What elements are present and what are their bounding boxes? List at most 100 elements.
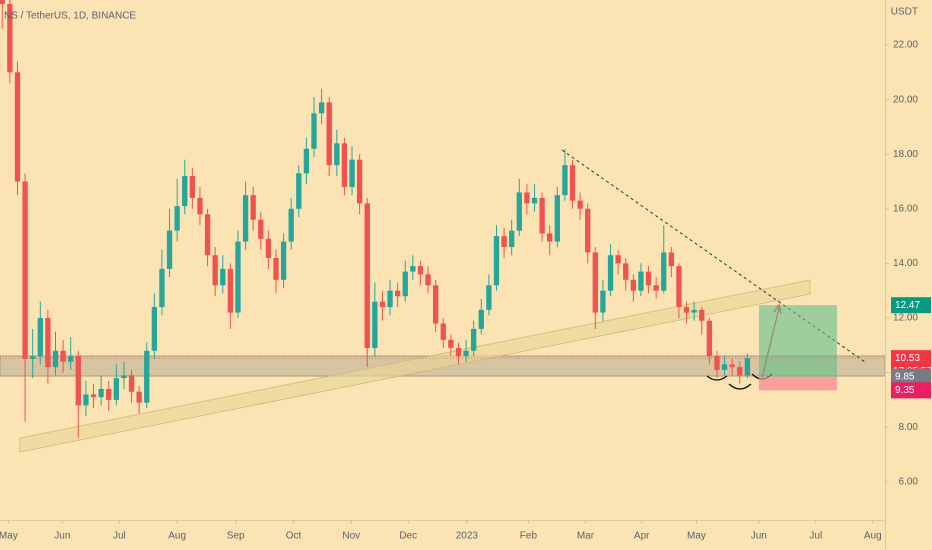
candle-body bbox=[296, 173, 302, 209]
x-tick-label: Aug bbox=[864, 531, 882, 542]
y-tick-label: 22.00 bbox=[893, 40, 918, 51]
candle-body bbox=[220, 268, 226, 286]
entry-label: 9.85 bbox=[895, 371, 915, 382]
candle-body bbox=[516, 192, 522, 231]
candle-body bbox=[273, 257, 279, 280]
candle-body bbox=[22, 181, 28, 359]
candle-body bbox=[387, 290, 393, 308]
pattern-arc bbox=[706, 375, 728, 381]
candle-body bbox=[600, 290, 606, 313]
candle-body bbox=[83, 394, 89, 406]
x-tick-label: May bbox=[0, 531, 18, 542]
candle-body bbox=[136, 391, 142, 403]
candle-body bbox=[75, 356, 81, 406]
candle-body bbox=[630, 279, 636, 291]
candle-body bbox=[645, 271, 652, 286]
candle-body bbox=[197, 197, 203, 215]
x-tick-label: Oct bbox=[286, 531, 302, 542]
candle-body bbox=[615, 255, 621, 264]
y-tick-label: 20.00 bbox=[893, 94, 918, 105]
candle-body bbox=[265, 238, 272, 258]
candle-body bbox=[737, 367, 743, 376]
candle-body bbox=[683, 307, 690, 313]
candle-body bbox=[166, 230, 173, 269]
candle-body bbox=[45, 318, 51, 368]
candle-body bbox=[432, 285, 439, 324]
x-tick-label: Jul bbox=[113, 531, 126, 542]
candle-body bbox=[448, 339, 454, 349]
candle-body bbox=[258, 219, 264, 239]
x-tick-label: May bbox=[687, 531, 706, 542]
candle-body bbox=[189, 176, 196, 198]
candle-body bbox=[661, 252, 667, 291]
candle-body bbox=[493, 236, 500, 286]
pattern-arc bbox=[728, 383, 752, 390]
candle-body bbox=[98, 388, 104, 398]
x-tick-label: Nov bbox=[342, 531, 360, 542]
y-tick-label: 12.00 bbox=[893, 313, 918, 324]
candle-body bbox=[60, 350, 66, 362]
candle-body bbox=[341, 143, 348, 187]
candle-body bbox=[68, 356, 74, 362]
target-label-bg bbox=[891, 297, 931, 314]
candle-body bbox=[676, 266, 682, 308]
x-tick-label: 2023 bbox=[456, 531, 479, 542]
x-tick-label: Aug bbox=[168, 531, 186, 542]
candle-body bbox=[410, 266, 416, 272]
candle-body bbox=[455, 348, 462, 357]
candle-body bbox=[242, 195, 249, 242]
candle-body bbox=[90, 394, 97, 398]
candle-body bbox=[729, 364, 735, 368]
candle-body bbox=[592, 252, 598, 313]
candle-body bbox=[721, 364, 728, 370]
x-tick-label: Sep bbox=[227, 531, 245, 542]
candle-body bbox=[706, 320, 713, 357]
symbol-title: NS / TetherUS, 1D, BINANCE bbox=[4, 11, 136, 22]
candle-body bbox=[106, 388, 112, 400]
candle-body bbox=[554, 195, 560, 242]
target-label: 12.47 bbox=[895, 300, 920, 311]
candle-body bbox=[653, 285, 659, 291]
stop-label-bg bbox=[891, 382, 931, 399]
candle-body bbox=[30, 356, 36, 359]
candle-body bbox=[37, 318, 43, 357]
x-tick-label: Apr bbox=[634, 531, 650, 542]
candle-body bbox=[128, 375, 135, 392]
candle-body bbox=[349, 159, 355, 187]
candle-body bbox=[463, 350, 469, 357]
candle-body bbox=[569, 165, 576, 201]
candle-body bbox=[714, 356, 720, 370]
candle-body bbox=[250, 195, 256, 220]
candle-body bbox=[7, 4, 13, 73]
candle-body bbox=[394, 290, 401, 297]
y-tick-label: 6.00 bbox=[899, 476, 919, 487]
candle-body bbox=[318, 102, 325, 114]
rising-channel bbox=[19, 279, 811, 453]
candle-body bbox=[440, 323, 446, 340]
candles bbox=[0, 0, 751, 439]
candle-body bbox=[204, 214, 211, 256]
candle-body bbox=[547, 233, 553, 242]
candle-body bbox=[159, 268, 165, 308]
x-tick-label: Feb bbox=[520, 531, 538, 542]
candle-body bbox=[288, 208, 294, 242]
candle-body bbox=[471, 328, 477, 351]
entry-label-bg bbox=[891, 368, 931, 385]
x-tick-label: Mar bbox=[577, 531, 595, 542]
candle-body bbox=[585, 208, 591, 253]
candle-body bbox=[303, 148, 310, 174]
candle-body bbox=[607, 255, 614, 291]
candle-body bbox=[402, 271, 408, 297]
candle-body bbox=[417, 266, 424, 275]
candle-body bbox=[668, 252, 675, 267]
candle-body bbox=[699, 309, 705, 321]
candle-body bbox=[356, 159, 363, 204]
candle-body bbox=[539, 197, 545, 234]
y-tick-label: 14.00 bbox=[893, 258, 918, 269]
candle-body bbox=[577, 200, 583, 209]
y-tick-label: 16.00 bbox=[893, 203, 918, 214]
candle-body bbox=[212, 255, 218, 286]
candle-body bbox=[501, 236, 507, 248]
